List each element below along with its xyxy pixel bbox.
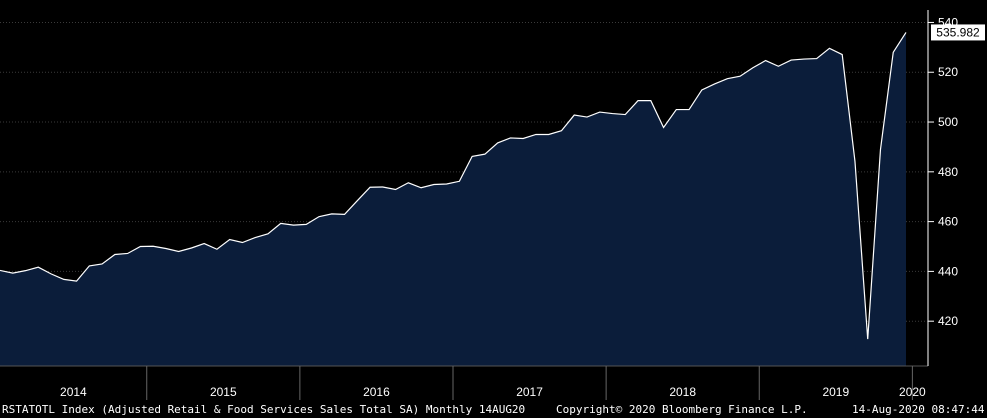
y-tick-label-460: 460 xyxy=(938,215,958,229)
y-tick-label-500: 500 xyxy=(938,115,958,129)
y-tick-label-440: 440 xyxy=(938,264,958,278)
x-axis: 2014 2015 2016 2017 2018 2019 2020 xyxy=(0,365,928,400)
sales-line xyxy=(0,32,907,340)
x-year-label-2014: 2014 xyxy=(60,385,87,399)
y-tick-label-420: 420 xyxy=(938,314,958,328)
footer-ticker: RSTATOTL Index (Adjusted Retail & Food S… xyxy=(2,403,526,416)
x-year-label-2015: 2015 xyxy=(210,385,237,399)
chart-footer: RSTATOTL Index (Adjusted Retail & Food S… xyxy=(0,400,987,418)
y-tick-label-480: 480 xyxy=(938,165,958,179)
x-year-label-2020: 2020 xyxy=(899,385,926,399)
y-tick-label-520: 520 xyxy=(938,65,958,79)
footer-timestamp: 14-Aug-2020 08:47:44 xyxy=(852,403,985,416)
x-year-label-2019: 2019 xyxy=(822,385,849,399)
last-value-label: 535.982 xyxy=(936,25,980,39)
x-year-label-2017: 2017 xyxy=(516,385,543,399)
footer-copyright: Copyright© 2020 Bloomberg Finance L.P. xyxy=(556,403,808,416)
x-year-label-2018: 2018 xyxy=(669,385,696,399)
last-value-box xyxy=(931,24,985,41)
x-year-label-2016: 2016 xyxy=(363,385,390,399)
sales-area xyxy=(0,32,906,366)
last-value-marker: 535.982 xyxy=(931,24,985,41)
